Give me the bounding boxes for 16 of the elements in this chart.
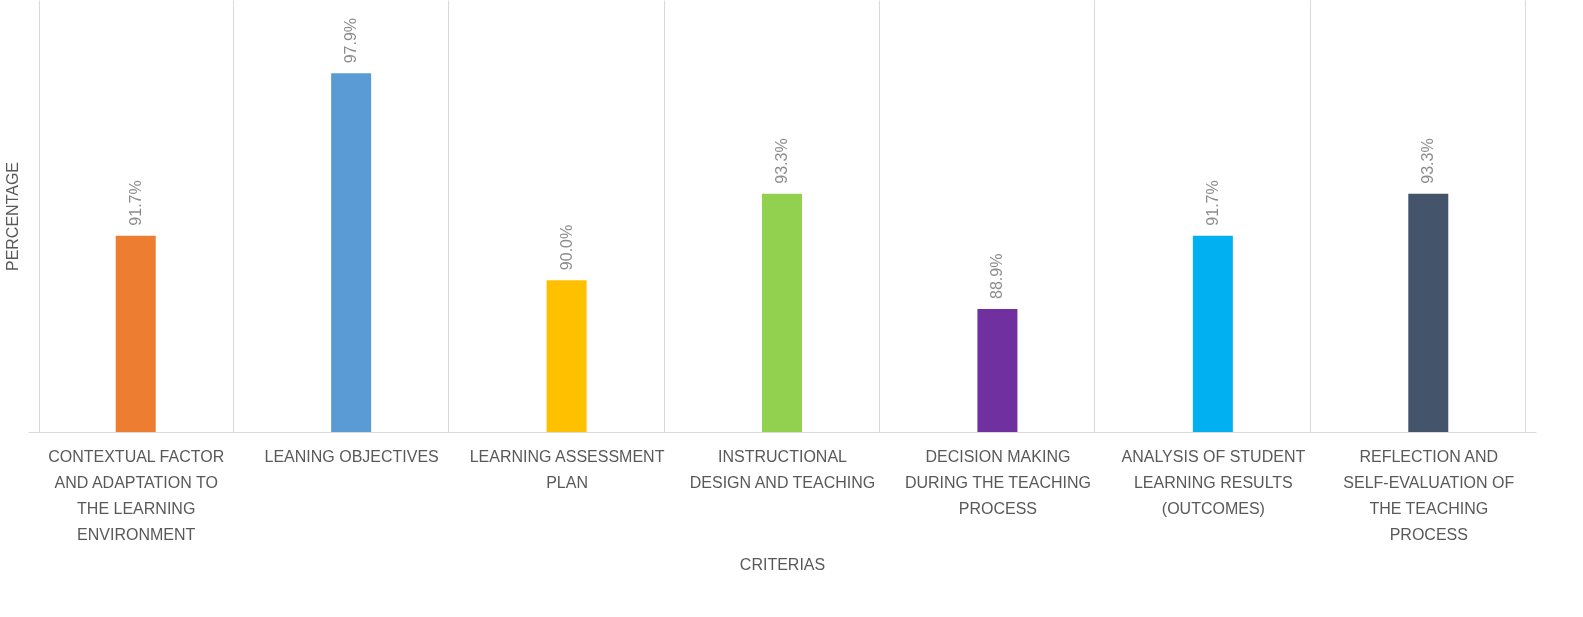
x-tick-label: ANALYSIS OF STUDENT LEARNING RESULTS (OUTCOMES)	[1121, 447, 1306, 517]
x-axis-title: CRITERIAS	[739, 555, 826, 573]
data-label: 91.7%	[126, 180, 144, 226]
data-label: 90.0%	[557, 224, 575, 271]
x-tick-label: DECISION MAKING DURING THE TEACHING PROCESS	[904, 447, 1091, 517]
y-axis-title: PERCENTAGE	[3, 161, 21, 272]
x-tick-label: REFLECTION AND SELF-EVALUATION OF THE TEACHING PROCESS	[1343, 447, 1515, 543]
data-label: 93.3%	[1419, 138, 1437, 184]
x-tick-label: LEARNING ASSESSMENT PLAN	[469, 447, 665, 491]
x-tick-label: LEANING OBJECTIVES	[264, 447, 439, 465]
x-tick-label: CONTEXTUAL FACTOR AND ADAPTATION TO THE LEARNING ENVIRONMENT	[48, 447, 225, 543]
data-label: 88.9%	[988, 253, 1006, 299]
data-label: 91.7%	[1203, 180, 1221, 226]
x-tick-label: INSTRUCTIONAL DESIGN AND TEACHING	[689, 447, 876, 491]
data-label: 97.9%	[342, 17, 360, 64]
data-label: 93.3%	[773, 138, 790, 184]
